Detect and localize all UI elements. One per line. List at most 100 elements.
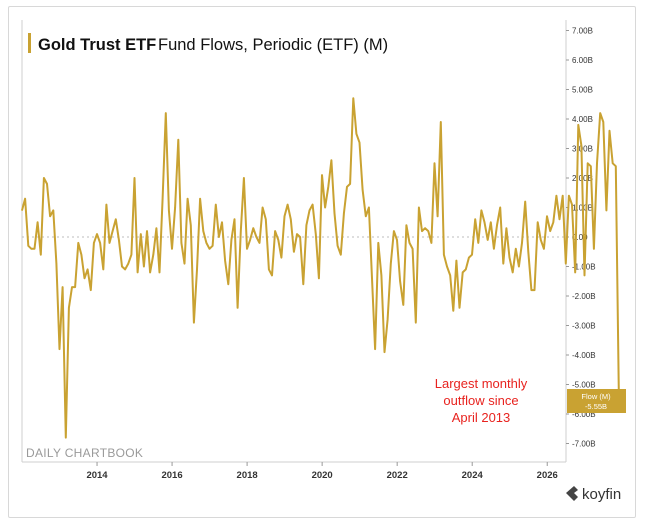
data-point bbox=[233, 218, 236, 220]
data-point bbox=[387, 319, 389, 321]
y-tick-label: 7.00B bbox=[572, 27, 593, 36]
x-tick-label: 2014 bbox=[86, 470, 108, 481]
data-point bbox=[40, 254, 42, 256]
data-point bbox=[324, 206, 326, 209]
data-point bbox=[65, 437, 67, 439]
data-point bbox=[27, 245, 29, 247]
data-point bbox=[287, 204, 289, 206]
data-point bbox=[443, 254, 445, 256]
data-point bbox=[321, 174, 323, 176]
data-point bbox=[221, 221, 223, 223]
data-point bbox=[105, 204, 107, 206]
y-tick-label: -3.00B bbox=[572, 322, 596, 331]
data-point bbox=[268, 268, 270, 270]
data-point bbox=[552, 221, 554, 223]
y-tick-label: 0.00 bbox=[572, 233, 588, 242]
data-point bbox=[58, 348, 61, 350]
data-point bbox=[483, 221, 486, 223]
data-point bbox=[318, 277, 320, 279]
data-point bbox=[149, 271, 151, 273]
data-point bbox=[274, 230, 276, 232]
data-point bbox=[365, 215, 367, 217]
data-point bbox=[462, 271, 464, 273]
data-point bbox=[496, 224, 498, 226]
data-point bbox=[243, 177, 245, 179]
data-point bbox=[362, 189, 364, 191]
data-point bbox=[283, 215, 286, 217]
data-point bbox=[602, 121, 604, 123]
data-point bbox=[346, 186, 348, 188]
data-point bbox=[577, 124, 579, 126]
data-point bbox=[412, 248, 414, 250]
data-point bbox=[527, 251, 529, 253]
data-point bbox=[502, 263, 504, 265]
data-point bbox=[468, 257, 470, 259]
data-point bbox=[562, 195, 564, 197]
data-point bbox=[115, 218, 117, 220]
data-point bbox=[240, 230, 242, 232]
data-point bbox=[358, 142, 361, 144]
data-point bbox=[505, 227, 507, 229]
data-point bbox=[202, 230, 204, 232]
data-point bbox=[374, 348, 376, 350]
data-point bbox=[158, 271, 161, 273]
data-point bbox=[327, 186, 329, 188]
data-point bbox=[408, 242, 411, 244]
data-point bbox=[277, 239, 279, 241]
data-point bbox=[80, 254, 82, 256]
data-point bbox=[96, 233, 98, 235]
data-point bbox=[21, 209, 23, 211]
data-point bbox=[565, 263, 567, 265]
data-point bbox=[77, 242, 79, 244]
data-point bbox=[583, 274, 586, 276]
data-point bbox=[433, 162, 436, 164]
data-point bbox=[590, 165, 592, 167]
data-point bbox=[102, 268, 104, 270]
data-point bbox=[62, 286, 64, 288]
data-point bbox=[224, 260, 226, 262]
data-point bbox=[299, 236, 301, 238]
data-point bbox=[530, 289, 533, 291]
data-point bbox=[596, 162, 598, 164]
data-point bbox=[396, 239, 398, 241]
data-point bbox=[568, 195, 570, 197]
data-point bbox=[227, 283, 229, 285]
data-point bbox=[249, 239, 251, 241]
data-point bbox=[593, 248, 595, 250]
koyfin-logo-icon bbox=[566, 486, 578, 501]
y-tick-label: 5.00B bbox=[572, 86, 593, 95]
data-point bbox=[608, 130, 611, 132]
data-point bbox=[452, 310, 454, 312]
data-point bbox=[215, 204, 217, 206]
data-point bbox=[599, 112, 601, 114]
data-point bbox=[177, 139, 179, 141]
data-point bbox=[355, 133, 357, 135]
data-point bbox=[293, 251, 295, 253]
data-point bbox=[180, 242, 182, 244]
data-point bbox=[237, 307, 239, 309]
data-point bbox=[440, 121, 442, 123]
data-point bbox=[162, 198, 164, 200]
chart-title-rest: Fund Flows, Periodic (ETF) (M) bbox=[158, 36, 388, 54]
data-point bbox=[199, 198, 201, 200]
data-point bbox=[262, 206, 264, 209]
data-point bbox=[458, 307, 461, 309]
data-point bbox=[87, 268, 89, 270]
data-point bbox=[368, 206, 370, 209]
data-point bbox=[124, 268, 126, 270]
data-point bbox=[130, 254, 132, 256]
data-point bbox=[252, 227, 254, 229]
data-point bbox=[512, 271, 514, 273]
data-point bbox=[83, 277, 86, 279]
data-point bbox=[558, 218, 561, 220]
data-point bbox=[74, 286, 76, 288]
data-point bbox=[118, 239, 120, 241]
y-tick-label: -4.00B bbox=[572, 351, 596, 360]
data-point bbox=[493, 248, 495, 250]
data-point bbox=[543, 248, 545, 250]
data-point bbox=[405, 224, 407, 226]
data-point bbox=[471, 254, 473, 256]
data-point bbox=[127, 263, 129, 265]
data-point bbox=[333, 212, 336, 214]
data-point bbox=[499, 206, 501, 209]
